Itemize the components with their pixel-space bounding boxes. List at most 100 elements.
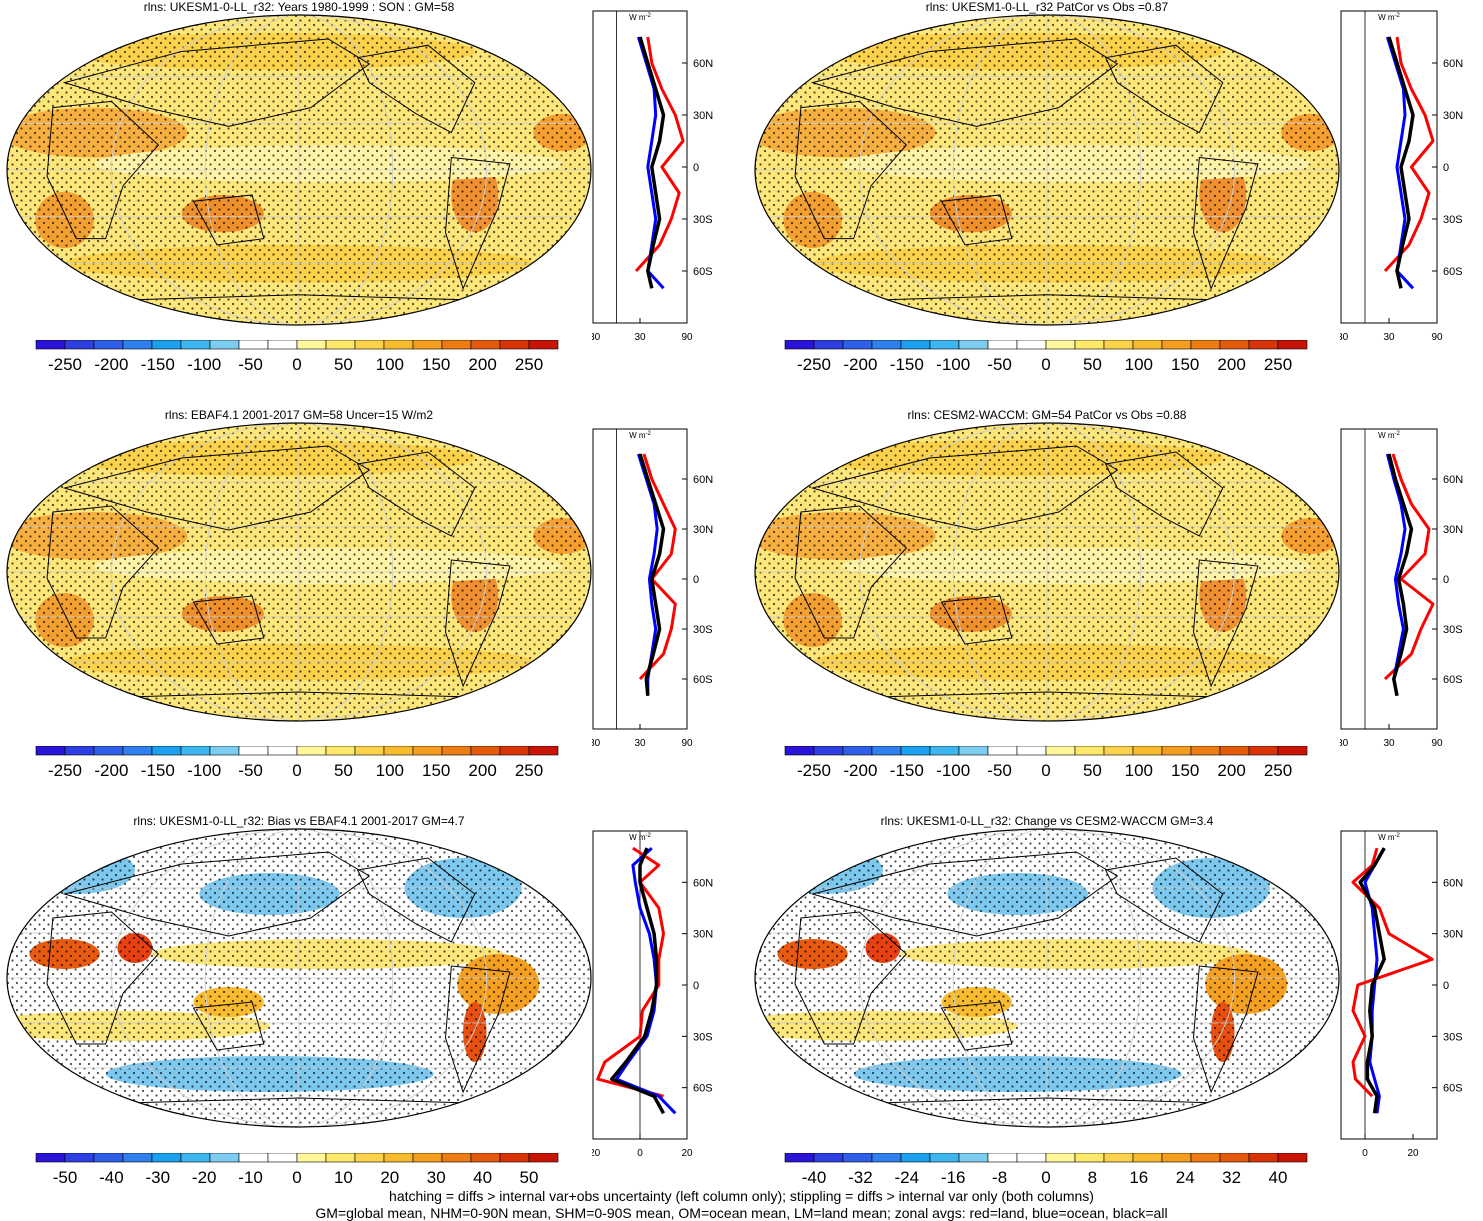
zonal-lat-label: 30S (1443, 214, 1463, 226)
zonal-lat-label: 30N (1443, 110, 1463, 122)
colorbar-segment (209, 746, 240, 756)
colorbar-segment (1132, 340, 1163, 350)
colorbar-label: 150 (1171, 761, 1199, 780)
continent-outline (810, 851, 1119, 937)
continent-outline (62, 38, 371, 127)
colorbar-segment (441, 1153, 472, 1163)
graticule (7, 423, 591, 721)
continent-outline (1192, 156, 1259, 290)
colorbar-label: 250 (1264, 761, 1292, 780)
colorbar-segment (412, 1153, 443, 1163)
colorbar-label: -50 (238, 761, 263, 780)
colorbar-segment (1103, 1153, 1134, 1163)
continent-outline (794, 911, 908, 1045)
zonal-frame (592, 10, 688, 324)
colorbar-segment (1103, 340, 1134, 350)
zonal-x-tick-label: 30 (634, 738, 646, 749)
colorbar-label: -250 (797, 761, 831, 780)
continent-outline (940, 595, 1013, 645)
continent-outline (810, 38, 1119, 127)
continent-outline (1192, 559, 1259, 688)
colorbar-label: 10 (334, 1168, 353, 1187)
zonal-series-all (610, 847, 666, 1115)
colorbar-segment (900, 340, 931, 350)
zonal-mean-plot: -30 30 90 W m-2 60N 30N 0 30S 60S (1340, 10, 1463, 343)
zonal-x-tick-label: 0 (1362, 1148, 1368, 1159)
map-frame (754, 828, 1340, 1128)
colorbar-segment (383, 340, 414, 350)
colorbar-segment (499, 746, 530, 756)
colorbar-label: -200 (843, 761, 877, 780)
colorbar-label: -16 (941, 1168, 966, 1187)
zonal-lat-label: 0 (693, 162, 699, 174)
colorbar-segment (929, 1153, 960, 1163)
zonal-series-all (638, 453, 666, 696)
panel-title: rlns: UKESM1-0-LL_r32: Years 1980-1999 :… (143, 0, 455, 14)
colorbar-segment (528, 340, 559, 350)
colorbar-label: 250 (515, 761, 543, 780)
continent-outline (794, 505, 908, 639)
colorbar-segment (441, 340, 472, 350)
continent-outline (1192, 965, 1259, 1094)
zonal-series-all (638, 36, 666, 289)
colorbar-segment (122, 746, 153, 756)
zonal-lat-label: 30N (693, 524, 713, 536)
colorbar-segment (1248, 1153, 1279, 1163)
continent-outline (356, 857, 476, 943)
colorbar-label: 8 (1088, 1168, 1097, 1187)
colorbar-label: -50 (987, 355, 1012, 374)
zonal-x-tick-label: 30 (1383, 738, 1395, 749)
zonal-series-land (634, 36, 685, 273)
colorbar-label: -50 (53, 1168, 78, 1187)
zonal-mean-plot: -30 30 90 W m-2 60N 30N 0 30S 60S (1340, 428, 1463, 749)
zonal-x-tick-label: 0 (637, 1148, 643, 1159)
colorbar-label: -20 (192, 1168, 217, 1187)
colorbar-segment (929, 746, 960, 756)
continent-outline (192, 194, 265, 246)
colorbar-label: 30 (427, 1168, 446, 1187)
colorbar-segment (296, 1153, 327, 1163)
continent-outline (1104, 451, 1224, 537)
colorbar-label: 50 (334, 355, 353, 374)
colorbar-segment (93, 340, 124, 350)
world-map (6, 14, 592, 326)
zonal-lat-label: 60S (1443, 1083, 1463, 1095)
zonal-lat-label: 30S (1443, 1031, 1463, 1043)
colorbar-segment (267, 746, 298, 756)
colorbar-label: -100 (936, 761, 970, 780)
colorbar-label: 200 (468, 761, 496, 780)
zonal-mean-plot: -30 30 90 W m-2 60N 30N 0 30S 60S (592, 10, 713, 343)
colorbar-label: -150 (890, 761, 924, 780)
colorbar-label: 150 (422, 355, 450, 374)
colorbar-label: 250 (1264, 355, 1292, 374)
colorbar-label: 40 (473, 1168, 492, 1187)
colorbar-segment (958, 1153, 989, 1163)
zonal-lat-label: 60N (693, 474, 713, 486)
colorbar-segment (987, 340, 1018, 350)
zonal-series-ocean (1363, 847, 1386, 1114)
colorbar-segment (528, 746, 559, 756)
zonal-lat-label: 0 (693, 980, 699, 992)
colorbar-label: 50 (1083, 761, 1102, 780)
zonal-frame (592, 428, 688, 730)
zonal-unit-label: W m-2 (629, 833, 651, 842)
colorbar-segment (35, 746, 66, 756)
colorbar-segment (122, 340, 153, 350)
zonal-lat-label: 0 (693, 574, 699, 586)
colorbar-label: -200 (94, 355, 128, 374)
zonal-series-all (1358, 847, 1386, 1114)
footer-note-2: GM=global mean, NHM=0-90N mean, SHM=0-90… (315, 1205, 1168, 1221)
colorbar-label: -100 (187, 761, 221, 780)
colorbar-segment (1074, 1153, 1105, 1163)
colorbar-segment (180, 1153, 211, 1163)
colorbar-label: -250 (797, 355, 831, 374)
colorbar-segment (93, 1153, 124, 1163)
zonal-unit-label: W m-2 (1378, 833, 1400, 842)
colorbar-segment (813, 1153, 844, 1163)
colorbar-segment (1132, 746, 1163, 756)
continent-outline (46, 100, 160, 240)
colorbar-segment (784, 340, 815, 350)
zonal-frame (1340, 10, 1438, 324)
zonal-frame (1340, 428, 1438, 730)
colorbar-segment (35, 340, 66, 350)
